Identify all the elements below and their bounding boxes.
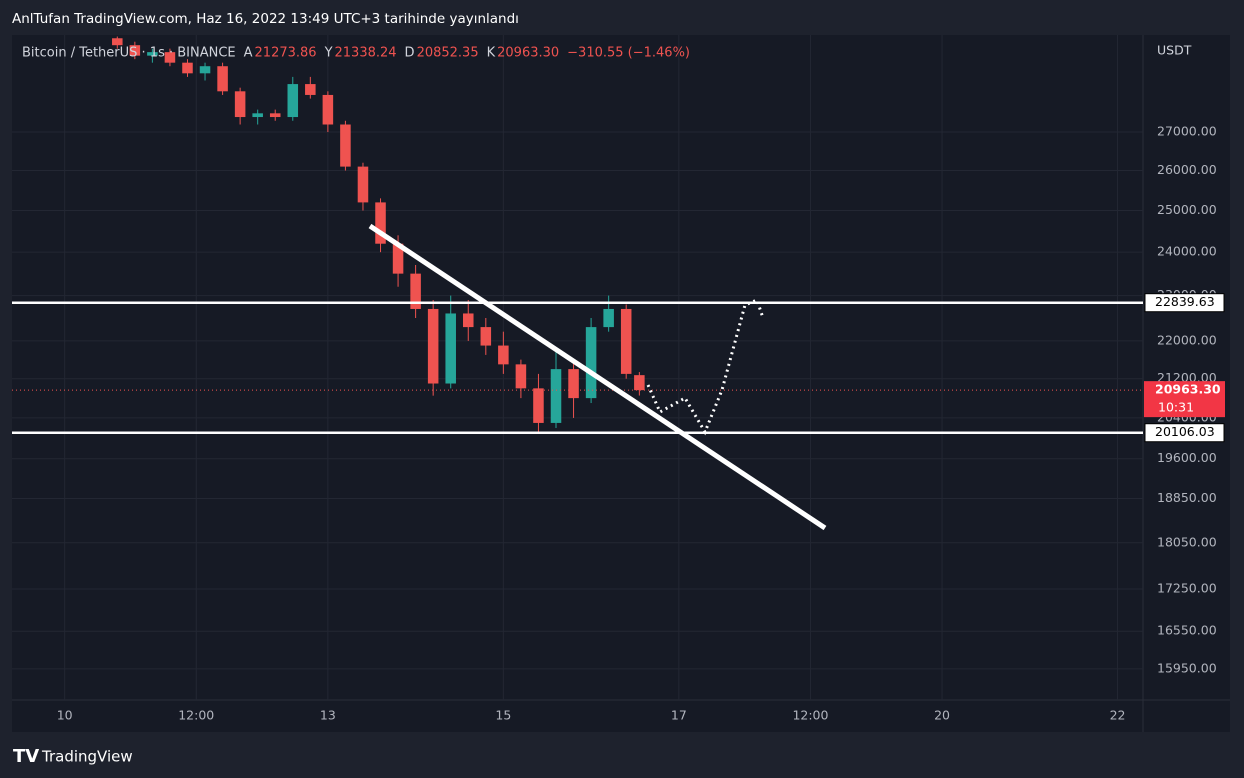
- candle-body: [112, 38, 123, 46]
- candle-body: [287, 84, 299, 118]
- candle-body: [147, 52, 158, 56]
- candle-body: [620, 308, 632, 374]
- y-tick-label: 22000.00: [1157, 332, 1217, 347]
- candle-body: [585, 327, 597, 399]
- y-tick-label: 27000.00: [1157, 124, 1217, 139]
- ohlc-key: Y: [324, 46, 333, 61]
- price-badge-label: 20106.03: [1155, 424, 1215, 439]
- projection-drawing: [646, 297, 765, 436]
- candle-body: [445, 313, 456, 384]
- plot: [12, 36, 1143, 434]
- x-tick-label: 15: [495, 708, 511, 723]
- candle-body: [164, 52, 176, 63]
- price-badge-label: 22839.63: [1155, 294, 1215, 309]
- last-price-label: 20963.30: [1155, 382, 1221, 397]
- brand-logo: TV: [13, 746, 39, 767]
- candle-body: [462, 313, 474, 328]
- countdown: 10:31: [1158, 400, 1194, 415]
- y-tick-label: 15950.00: [1157, 660, 1217, 675]
- price-axis: 10 12:00 13 15 17 12:00 20 22 27000.00 26000.00 25…: [57, 124, 1225, 723]
- x-tick-label: 17: [671, 708, 687, 723]
- candle-body: [199, 66, 211, 74]
- candle-body: [603, 308, 614, 328]
- ohlc-key: D: [405, 46, 415, 61]
- y-tick-label: 18050.00: [1157, 534, 1217, 549]
- currency: USDT: [1157, 43, 1192, 58]
- candle-body: [634, 375, 645, 391]
- candle-body: [392, 243, 404, 274]
- change: −310.55 (−1.46%): [567, 46, 690, 61]
- y-tick-label: 16550.00: [1157, 623, 1217, 638]
- trend-line-drawing: [368, 223, 827, 531]
- candle-body: [515, 364, 527, 389]
- candle-body: [217, 66, 228, 92]
- ohlc-key: A: [244, 46, 253, 61]
- candle-body: [340, 124, 351, 167]
- y-tick-label: 26000.00: [1157, 162, 1217, 177]
- ohlc-value: 20852.35: [417, 46, 479, 61]
- x-tick-label: 10: [57, 708, 73, 723]
- y-tick-label: 19600.00: [1157, 450, 1217, 465]
- candle-body: [129, 45, 141, 56]
- last-price-badge: [1144, 381, 1225, 418]
- y-tick-label: 18850.00: [1157, 490, 1217, 505]
- chart-panel: [12, 35, 1230, 732]
- candle-body: [550, 369, 562, 423]
- symbol-legend: Bitcoin / TetherUS · 1s · BINANCE A 21273.…: [22, 46, 690, 61]
- y-tick-label: 24000.00: [1157, 244, 1217, 259]
- candle-body: [182, 62, 193, 74]
- candle-body: [252, 113, 263, 118]
- x-tick-label: 12:00: [792, 708, 828, 723]
- candle-body: [357, 166, 369, 203]
- x-tick-label: 22: [1110, 708, 1126, 723]
- ohlc-value: 21338.24: [335, 46, 397, 61]
- candle-body: [568, 369, 579, 399]
- candle-body: [480, 327, 492, 346]
- candle-body: [533, 388, 544, 423]
- candle-body: [427, 308, 439, 384]
- candle-body: [498, 345, 509, 365]
- brand: TradingView: [41, 748, 133, 766]
- ohlc-value: 21273.86: [255, 46, 317, 61]
- candle-body: [305, 84, 316, 95]
- publish-title: AnlTufan TradingView.com, Haz 16, 2022 1…: [12, 11, 519, 27]
- candle-body: [410, 273, 421, 309]
- candle-body: [269, 113, 281, 118]
- price-badge: [1144, 423, 1225, 443]
- x-tick-label: 12:00: [178, 708, 214, 723]
- x-tick-label: 13: [320, 708, 336, 723]
- candle-body: [375, 202, 386, 244]
- grid: [12, 35, 1143, 700]
- symbol: Bitcoin / TetherUS · 1s · BINANCE: [22, 46, 236, 61]
- x-tick-label: 20: [934, 708, 950, 723]
- y-tick-label: 17250.00: [1157, 580, 1217, 595]
- price-badge: [1144, 293, 1225, 313]
- candle-body: [322, 94, 334, 125]
- y-tick-label: 25000.00: [1157, 202, 1217, 217]
- candle-body: [234, 91, 246, 118]
- ohlc-key: K: [487, 46, 496, 61]
- ohlc-value: 20963.30: [497, 46, 559, 61]
